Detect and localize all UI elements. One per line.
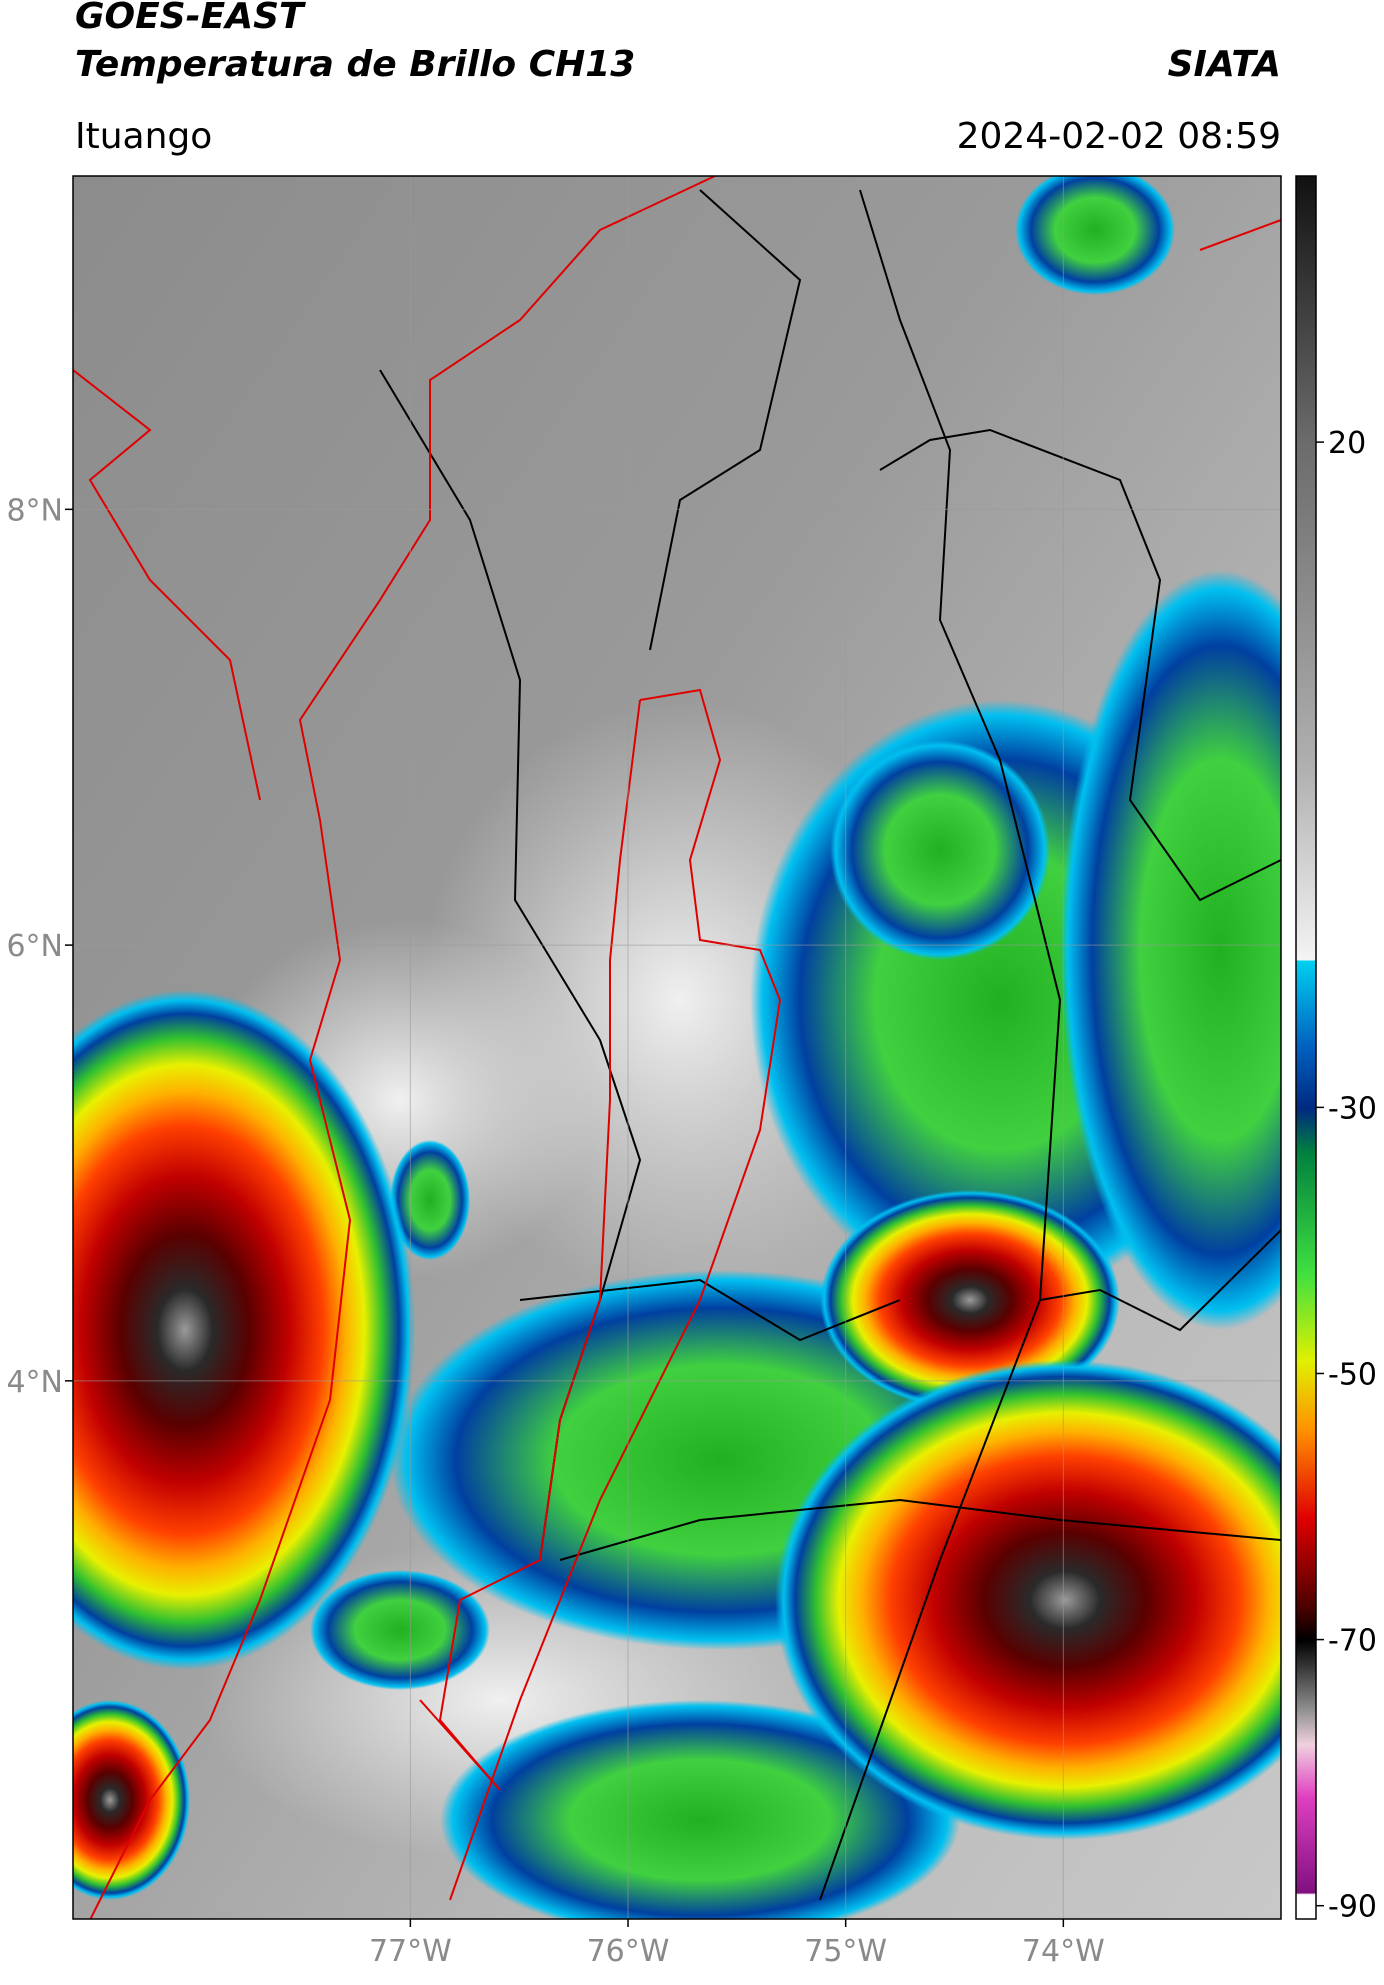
y-tick-label: 4°N — [6, 1365, 63, 1400]
y-tick-label: 6°N — [6, 929, 63, 964]
title: GOES-EAST — [75, 0, 306, 37]
y-tick-label: 8°N — [6, 493, 63, 528]
x-tick-label: 76°W — [587, 1934, 670, 1969]
datetime: 2024-02-02 08:59 — [957, 116, 1281, 157]
colorbar-tick-label: -30 — [1328, 1091, 1377, 1126]
x-tick-label: 75°W — [804, 1934, 887, 1969]
location: Ituango — [75, 116, 212, 157]
grid — [73, 176, 1281, 1919]
x-tick-label: 77°W — [369, 1934, 452, 1969]
x-tick-label: 74°W — [1022, 1934, 1105, 1969]
colorbar-tick-label: -70 — [1328, 1624, 1377, 1659]
source: SIATA — [1168, 44, 1281, 85]
colorbar-tick-label: 20 — [1328, 426, 1366, 461]
satellite-image — [73, 176, 1281, 1919]
subtitle: Temperatura de Brillo CH13 — [75, 44, 635, 85]
colorbar-tick-label: -90 — [1328, 1890, 1377, 1925]
colorbar — [1295, 175, 1317, 1920]
map-frame — [72, 175, 1282, 1920]
colorbar-tick-label: -50 — [1328, 1357, 1377, 1392]
